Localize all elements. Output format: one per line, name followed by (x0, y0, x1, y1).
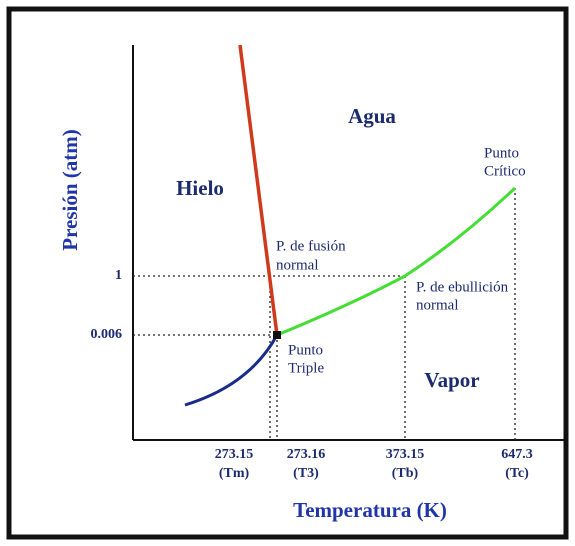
point-label: Triple (288, 360, 324, 376)
sublimation-curve (184, 334, 279, 407)
x-tick-label: (T3) (293, 466, 319, 481)
x-tick-label: 647.3 (501, 447, 533, 462)
x-tick-label: 273.15 (215, 447, 254, 462)
fusion-curve (238, 44, 279, 336)
x-axis-title: Temperatura (K) (293, 498, 447, 522)
x-tick-label: 273.16 (287, 447, 326, 462)
point-label: P. de fusión (276, 238, 346, 254)
frame (6, 6, 569, 540)
point-label: normal (276, 257, 319, 273)
point-label: normal (416, 297, 459, 313)
x-tick-label: (Tb) (392, 466, 419, 481)
y-tick-label: 1 (115, 268, 122, 283)
x-tick-label: 373.15 (386, 447, 425, 462)
point-label: Punto (288, 342, 323, 358)
vaporization-curve (276, 186, 517, 337)
y-tick-label: 0.006 (91, 327, 123, 342)
point-label: Crítico (484, 163, 526, 179)
x-tick-label: (Tc) (505, 466, 529, 481)
point-label: P. de ebullición (416, 279, 509, 295)
x-tick-label: (Tm) (219, 466, 250, 481)
triple-point (273, 331, 281, 339)
region-label: Hielo (176, 176, 224, 200)
region-label: Vapor (424, 368, 479, 392)
y-axis-title: Presión (atm) (58, 129, 82, 251)
point-label: Punto (484, 145, 519, 161)
region-label: Agua (348, 104, 396, 128)
